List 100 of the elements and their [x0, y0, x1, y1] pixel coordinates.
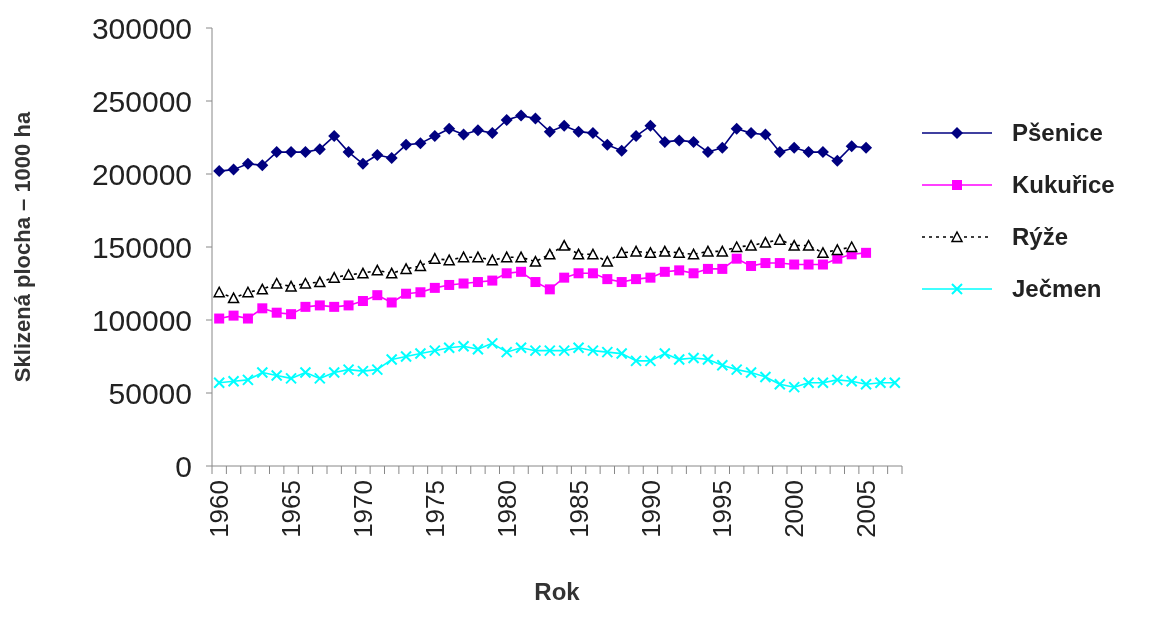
point	[400, 138, 413, 151]
point	[831, 244, 844, 256]
point	[529, 112, 542, 125]
point	[831, 154, 844, 167]
point	[342, 363, 355, 376]
point	[572, 125, 585, 138]
point	[816, 146, 829, 159]
point	[270, 277, 283, 289]
point	[730, 122, 743, 135]
point	[515, 341, 528, 354]
point	[444, 279, 455, 290]
point	[573, 268, 584, 279]
point	[544, 248, 556, 260]
point	[415, 287, 426, 298]
point	[601, 346, 614, 359]
point	[213, 376, 226, 389]
point	[730, 363, 743, 376]
point	[314, 276, 326, 288]
point	[674, 265, 685, 276]
x-tick-label: 1990	[635, 480, 666, 538]
point	[443, 254, 455, 266]
point	[888, 376, 901, 389]
point	[285, 146, 298, 159]
point	[429, 282, 440, 293]
point	[861, 247, 872, 258]
point	[773, 378, 786, 391]
point	[803, 259, 814, 270]
point	[356, 365, 369, 378]
point	[845, 241, 858, 253]
point	[257, 303, 268, 314]
legend-label: Kukuřice	[1012, 171, 1115, 199]
point	[241, 157, 254, 170]
point	[860, 378, 873, 391]
point	[817, 259, 828, 270]
point	[831, 373, 844, 386]
point	[543, 125, 556, 138]
point	[832, 253, 843, 264]
point	[414, 137, 427, 150]
point	[731, 253, 742, 264]
point	[371, 149, 384, 162]
point	[558, 239, 570, 251]
point	[759, 236, 772, 248]
point	[428, 344, 441, 357]
point	[500, 346, 513, 359]
point	[687, 248, 700, 260]
point	[516, 266, 527, 277]
point	[658, 135, 671, 148]
point	[746, 260, 757, 271]
point	[644, 247, 657, 259]
point	[285, 280, 297, 292]
point	[329, 301, 340, 312]
point	[687, 351, 700, 364]
point	[385, 267, 398, 279]
x-tick-label: 1965	[276, 480, 307, 538]
point	[515, 251, 527, 263]
point	[342, 146, 355, 159]
y-axis-title: Sklizená plocha – 1000 ha	[10, 111, 35, 383]
y-tick-label: 50000	[108, 376, 192, 410]
point	[530, 277, 541, 288]
point	[457, 340, 470, 353]
point	[386, 297, 397, 308]
point	[716, 245, 729, 257]
point	[357, 267, 369, 279]
x-tick-label: 1975	[419, 480, 450, 538]
point	[501, 268, 512, 279]
point	[702, 245, 714, 257]
point	[214, 313, 225, 324]
point	[817, 247, 829, 259]
point	[874, 376, 887, 389]
point	[759, 128, 772, 141]
x-tick-label: 1970	[348, 480, 379, 538]
point	[270, 146, 283, 159]
point	[400, 350, 413, 363]
x-tick-label: 1995	[707, 480, 738, 538]
point	[457, 251, 470, 263]
point	[486, 337, 499, 350]
point	[372, 290, 383, 301]
point	[443, 122, 456, 135]
point	[544, 284, 555, 295]
point	[256, 283, 269, 295]
x-axis-title: Rok	[534, 578, 581, 605]
point	[457, 128, 470, 141]
point	[414, 260, 427, 272]
point	[213, 165, 226, 178]
point	[471, 343, 484, 356]
point	[300, 301, 311, 312]
point	[615, 247, 628, 259]
point	[486, 254, 499, 266]
point	[774, 233, 786, 245]
point	[673, 134, 686, 147]
point	[241, 373, 254, 386]
point	[558, 119, 571, 132]
x-tick-label: 1980	[491, 480, 522, 538]
point	[271, 307, 282, 318]
legend-label: Rýže	[1012, 223, 1069, 251]
y-tick-label: 300000	[91, 11, 192, 45]
point	[774, 258, 785, 269]
point	[414, 347, 427, 360]
point	[342, 268, 355, 280]
point	[487, 275, 498, 286]
